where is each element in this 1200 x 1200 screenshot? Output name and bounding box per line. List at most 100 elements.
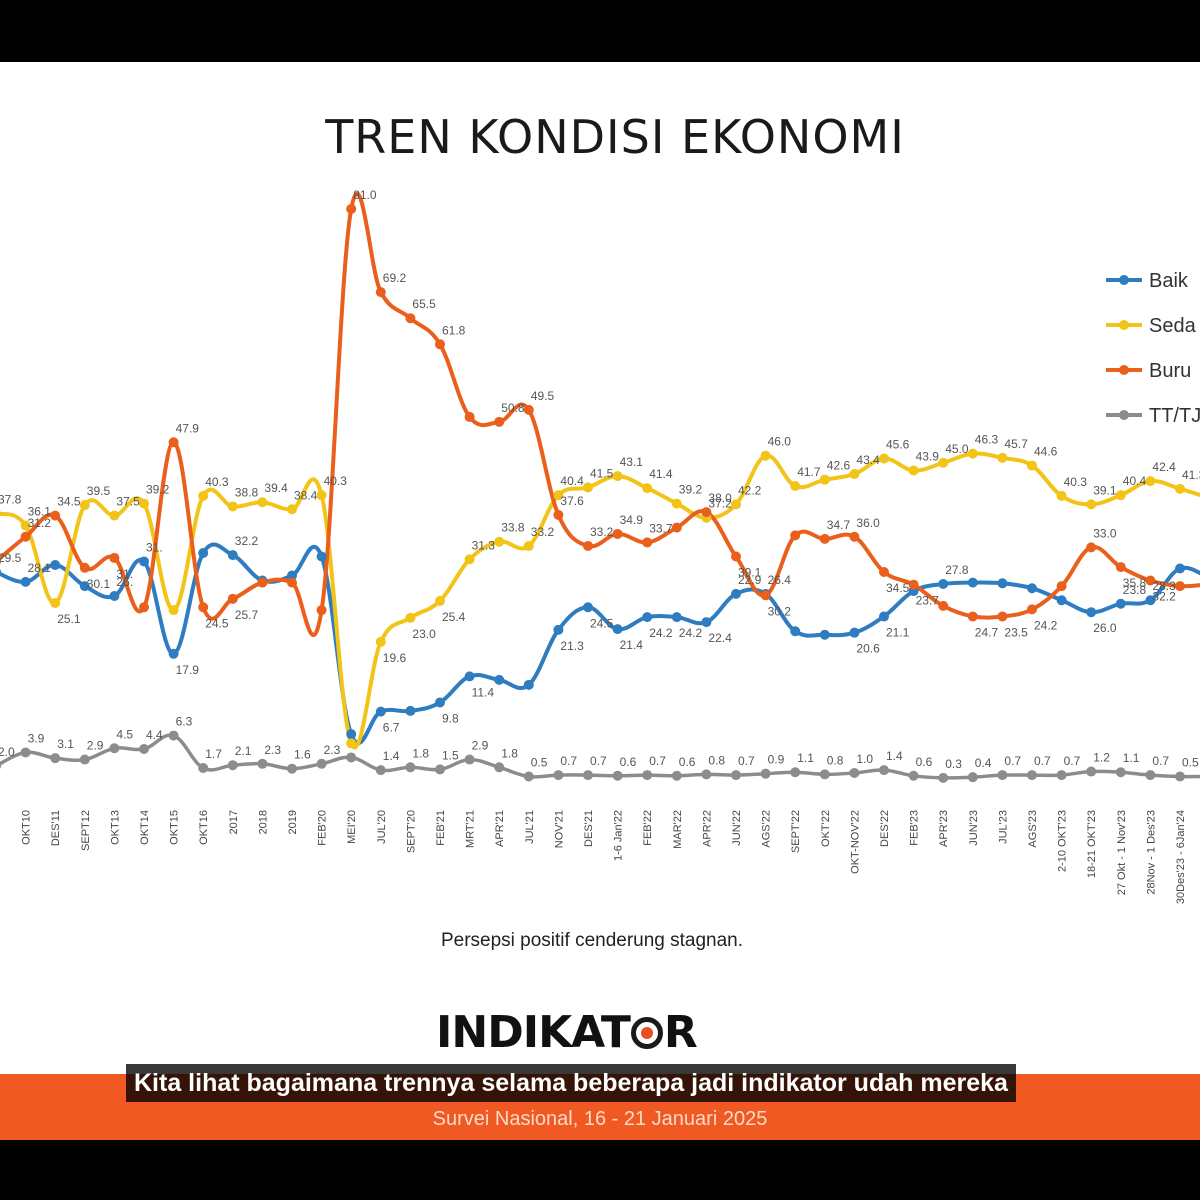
point-baik-10 <box>287 570 297 581</box>
point-tt-tj-39 <box>1145 770 1156 781</box>
point-sedang-2 <box>50 598 61 609</box>
x-tick-label-37: 18-21 OKT'23 <box>1086 810 1098 878</box>
point-sedang-4 <box>109 510 120 521</box>
indikator-logo: INDIKAT R <box>436 1007 698 1058</box>
point-buruk-40 <box>1175 581 1185 592</box>
point-baik-35 <box>1027 583 1037 594</box>
data-label-buruk-19: 37.6 <box>560 494 584 508</box>
data-label-tt-tj-18: 0.5 <box>531 755 548 769</box>
point-tt-tj-40 <box>1175 771 1185 782</box>
data-label-tt-tj-34: 0.7 <box>1004 754 1021 768</box>
data-label-sedang-14: 23.0 <box>412 627 436 641</box>
point-buruk-36 <box>1056 581 1067 592</box>
point-sedang-22 <box>642 483 653 494</box>
point-buruk-19 <box>553 509 564 520</box>
point-baik-7 <box>198 547 209 558</box>
data-label-sedang-3: 39.5 <box>87 484 111 498</box>
data-label-baik-15: 9.8 <box>442 711 459 725</box>
data-label-sedang-4: 37.5 <box>116 495 140 509</box>
x-tick-label-8: 2017 <box>228 810 240 834</box>
point-baik-34 <box>997 578 1008 589</box>
x-tick-label-36: 2-10 OKT'23 <box>1057 810 1069 872</box>
point-buruk-12 <box>346 203 357 214</box>
data-label-baik-23: 24.2 <box>679 626 703 640</box>
data-label-sedang-2: 25.1 <box>57 612 81 626</box>
point-tt-tj-37 <box>1086 766 1097 777</box>
legend-marker-2 <box>1119 365 1129 375</box>
data-label-sedang-18: 33.2 <box>531 525 555 539</box>
point-baik-22 <box>642 612 653 623</box>
point-baik-1 <box>20 576 31 587</box>
point-buruk-5 <box>139 602 149 613</box>
series-line-sedang <box>0 451 1200 750</box>
data-label-buruk-20: 33.2 <box>590 525 614 539</box>
legend-label-3: TT/TJ <box>1149 405 1200 427</box>
legend-marker-1 <box>1119 320 1129 330</box>
point-tt-tj-3 <box>79 754 90 765</box>
data-label-tt-tj-0: 2.0 <box>0 745 15 759</box>
data-label-tt-tj-16: 2.9 <box>472 739 489 753</box>
data-label-tt-tj-22: 0.7 <box>649 754 666 768</box>
point-tt-tj-38 <box>1115 767 1126 778</box>
data-label-tt-tj-11: 2.3 <box>324 743 341 757</box>
data-label-tt-tj-2: 3.1 <box>57 737 74 751</box>
point-tt-tj-26 <box>760 768 771 779</box>
point-baik-33 <box>967 577 978 588</box>
point-baik-28 <box>819 629 830 640</box>
point-tt-tj-7 <box>198 763 209 774</box>
data-label-buruk-18: 49.5 <box>531 389 555 403</box>
point-baik-0 <box>0 569 1 576</box>
point-sedang-36 <box>1056 490 1067 501</box>
point-tt-tj-2 <box>50 753 61 764</box>
point-buruk-35 <box>1027 604 1037 615</box>
data-label-tt-tj-40: 0.5 <box>1182 755 1199 769</box>
x-tick-label-26: AGS'22 <box>761 810 773 848</box>
point-buruk-24 <box>701 507 712 518</box>
point-sedang-30 <box>879 453 889 464</box>
x-tick-label-6: OKT15 <box>169 810 181 845</box>
point-sedang-26 <box>760 450 771 461</box>
data-label-sedang-26: 46.0 <box>768 435 792 449</box>
point-tt-tj-34 <box>997 770 1008 781</box>
data-label-buruk-14: 65.5 <box>412 297 436 311</box>
data-label-buruk-28: 34.7 <box>827 518 851 532</box>
point-tt-tj-13 <box>375 765 386 776</box>
data-label-tt-tj-39: 0.7 <box>1152 754 1169 768</box>
page-title: TREN KONDISI EKONOMI <box>325 110 905 164</box>
point-tt-tj-14 <box>405 762 416 773</box>
point-tt-tj-35 <box>1027 770 1037 781</box>
data-label-tt-tj-9: 2.3 <box>264 743 281 757</box>
x-tick-label-4: OKT13 <box>109 810 121 845</box>
point-tt-tj-21 <box>612 770 623 781</box>
point-buruk-17 <box>494 416 505 427</box>
point-tt-tj-19 <box>553 770 564 781</box>
data-label-buruk-37: 33.0 <box>1093 526 1117 540</box>
point-tt-tj-4 <box>109 743 120 754</box>
point-tt-tj-36 <box>1056 770 1067 781</box>
data-label-sedang-29: 43.4 <box>856 453 880 467</box>
data-label-sedang-13: 19.6 <box>383 651 407 665</box>
x-tick-label-27: SEPT'22 <box>790 810 802 853</box>
data-label-sedang-34: 45.7 <box>1004 437 1028 451</box>
data-label-tt-tj-31: 0.6 <box>916 755 933 769</box>
data-label-baik-6: 17.9 <box>176 663 200 677</box>
point-baik-12 <box>346 729 357 740</box>
data-label-baik-29: 20.6 <box>856 642 880 656</box>
x-tick-label-22: FEB'22 <box>642 810 654 846</box>
data-label-buruk-38: 35.8 <box>1123 576 1147 590</box>
point-sedang-8 <box>227 501 238 512</box>
x-tick-label-11: FEB'20 <box>317 810 329 846</box>
x-tick-label-3: SEPT12 <box>80 810 92 851</box>
point-sedang-27 <box>790 481 801 492</box>
x-tick-label-9: 2018 <box>257 810 269 834</box>
point-baik-36 <box>1056 595 1067 606</box>
point-baik-23 <box>671 612 682 623</box>
point-baik-4 <box>109 590 120 601</box>
data-label-baik-20: 24.5 <box>590 616 614 630</box>
data-label-buruk-6: 47.9 <box>176 421 200 435</box>
data-label-tt-tj-25: 0.7 <box>738 754 755 768</box>
point-sedang-16 <box>464 554 475 565</box>
data-label-tt-tj-1: 3.9 <box>28 732 45 746</box>
point-sedang-34 <box>997 452 1008 463</box>
data-label-sedang-38: 40.4 <box>1123 474 1147 488</box>
